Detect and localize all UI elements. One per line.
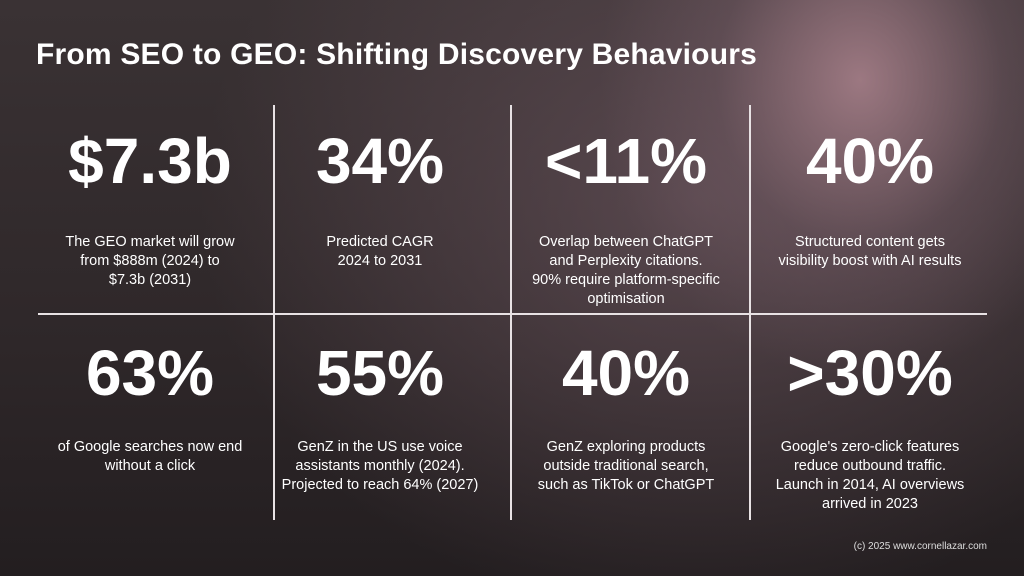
stat-caption: Structured content gets visibility boost … — [750, 233, 990, 271]
caption-line: Predicted CAGR — [326, 234, 434, 250]
caption-line: Projected to reach 64% (2027) — [281, 477, 479, 493]
stat-card: 63% of Google searches now end without a c… — [30, 338, 270, 476]
stat-caption: The GEO market will grow from $888m (2024… — [30, 233, 270, 290]
divider — [749, 105, 751, 520]
caption-line: outside traditional search, — [543, 458, 709, 474]
caption-line: from $888m (2024) to — [80, 253, 220, 269]
caption-line: Structured content gets — [795, 234, 945, 250]
stat-card: 34% Predicted CAGR 2024 to 2031 — [262, 126, 498, 271]
caption-line: arrived in 2023 — [822, 496, 918, 512]
caption-line: Overlap between ChatGPT — [538, 234, 714, 250]
caption-line: The GEO market will grow — [65, 234, 235, 250]
stat-value: 55% — [315, 337, 445, 409]
caption-line: of Google searches now end — [57, 439, 243, 455]
caption-line: Google's zero-click features — [780, 439, 960, 455]
stat-value: $7.3b — [68, 125, 232, 197]
caption-line: without a click — [104, 458, 196, 474]
caption-line: GenZ exploring products — [546, 439, 706, 455]
stat-caption: GenZ in the US use voice assistants month… — [262, 438, 498, 495]
slide-title: From SEO to GEO: Shifting Discovery Beha… — [36, 38, 757, 71]
caption-line: Launch in 2014, AI overviews — [775, 477, 965, 493]
stat-value: 34% — [315, 125, 445, 197]
divider — [273, 105, 275, 520]
stat-caption: Google's zero-click features reduce outbo… — [750, 438, 990, 514]
stat-value: 40% — [805, 125, 935, 197]
caption-line: visibility boost with AI results — [778, 253, 962, 269]
stat-value: <11% — [545, 125, 707, 197]
caption-line: such as TikTok or ChatGPT — [537, 477, 715, 493]
caption-line: reduce outbound traffic. — [793, 458, 947, 474]
caption-line: assistants monthly (2024). — [295, 458, 465, 474]
caption-line: and Perplexity citations. — [549, 253, 703, 269]
stat-card: <11% Overlap between ChatGPT and Perplexit… — [506, 126, 746, 309]
divider — [510, 105, 512, 520]
caption-line: 2024 to 2031 — [337, 253, 423, 269]
caption-line: optimisation — [587, 291, 665, 307]
caption-line: GenZ in the US use voice — [297, 439, 463, 455]
caption-line: 90% require platform-specific — [532, 272, 720, 288]
stat-card: 40% Structured content gets visibility boo… — [750, 126, 990, 271]
stat-caption: of Google searches now end without a clic… — [30, 438, 270, 476]
divider — [38, 313, 987, 315]
stat-caption: Predicted CAGR 2024 to 2031 — [262, 233, 498, 271]
stat-card: >30% Google's zero-click features reduce o… — [750, 338, 990, 514]
stat-card: 55% GenZ in the US use voice assistants mo… — [262, 338, 498, 495]
caption-line: $7.3b (2031) — [108, 272, 192, 288]
stat-card: 40% GenZ exploring products outside tradit… — [506, 338, 746, 495]
stat-value: >30% — [787, 337, 953, 409]
stat-value: 40% — [561, 337, 691, 409]
copyright: (c) 2025 www.cornellazar.com — [853, 541, 987, 552]
stat-value: 63% — [85, 337, 215, 409]
stat-caption: Overlap between ChatGPT and Perplexity ci… — [506, 233, 746, 309]
stat-caption: GenZ exploring products outside tradition… — [506, 438, 746, 495]
stat-card: $7.3b The GEO market will grow from $888m … — [30, 126, 270, 290]
